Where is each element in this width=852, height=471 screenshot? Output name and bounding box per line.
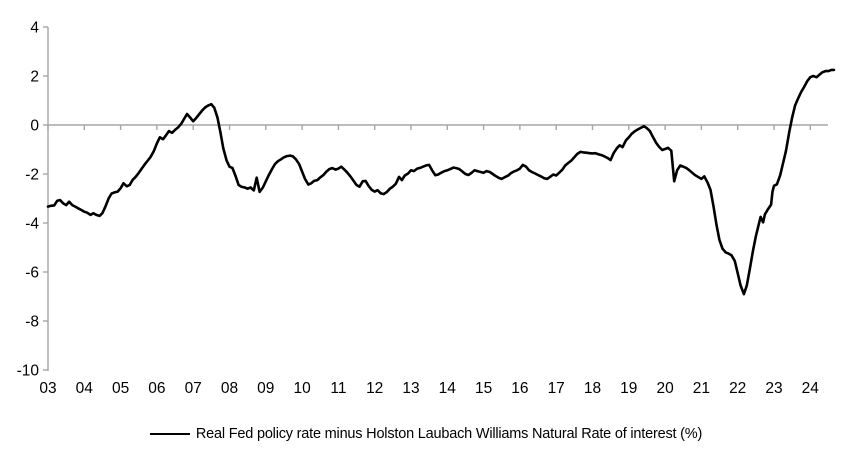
x-axis-tick-label: 04: [76, 380, 94, 397]
y-axis-tick-label: 2: [30, 69, 39, 86]
y-axis: 4 2 0 -2 -4 -6 -8 -10: [17, 20, 49, 380]
x-axis-tick-label: 12: [366, 380, 383, 397]
line-chart-canvas: 420-2-4-6-8-10 03 04 05 06 07 08 09 10 11 12 13 14 1…: [17, 20, 836, 397]
x-axis-tick-label: 06: [148, 380, 165, 397]
y-axis-tick-label: -4: [25, 216, 39, 233]
y-axis-tick-label: 4: [30, 20, 39, 37]
x-axis-tick-label: 08: [221, 380, 238, 397]
y-axis-tick-label: 0: [30, 118, 39, 135]
x-axis-tick-label: 13: [402, 380, 419, 397]
y-axis-tick-label: -8: [25, 314, 39, 331]
x-axis-tick-label: 15: [475, 380, 492, 397]
x-axis-tick-label: 07: [185, 380, 202, 397]
x-axis-tick-label: 24: [802, 380, 820, 397]
x-axis-tick-label: 21: [693, 380, 710, 397]
y-axis-tick-label: -6: [25, 265, 39, 282]
legend: Real Fed policy rate minus Holston Lauba…: [0, 426, 852, 442]
x-axis-tick-label: 10: [293, 380, 311, 397]
legend-line-swatch: [149, 433, 190, 435]
legend-label: Real Fed policy rate minus Holston Lauba…: [195, 426, 703, 442]
x-axis-tick-label: 03: [39, 380, 56, 397]
x-axis-tick-label: 05: [112, 380, 129, 397]
x-axis-tick-label: 17: [548, 380, 565, 397]
x-axis-tick-label: 16: [511, 380, 528, 397]
x-axis-tick-label: 14: [439, 380, 457, 397]
x-axis-tick-label: 09: [257, 380, 274, 397]
y-axis-tick-label: -2: [25, 167, 39, 184]
series-line: [46, 68, 836, 296]
x-axis-tick-label: 22: [729, 380, 746, 397]
x-axis-tick-label: 18: [584, 380, 601, 397]
x-axis: 03 04 05 06 07 08 09 10 11 12 13 14 15 16 17 18 19 20 21 22…: [39, 124, 828, 397]
x-axis-tick-label: 20: [656, 380, 674, 397]
x-axis-tick-label: 23: [765, 380, 782, 397]
x-axis-tick-label: 19: [620, 380, 637, 397]
x-axis-tick-label: 11: [330, 380, 346, 397]
y-axis-tick-label: -10: [17, 363, 40, 380]
